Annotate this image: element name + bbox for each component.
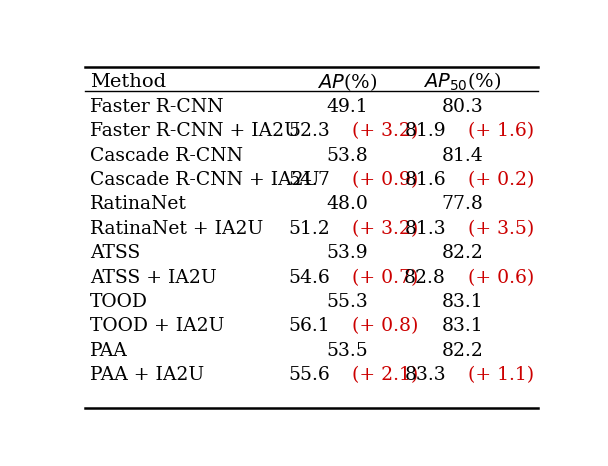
Text: 83.3: 83.3 [404, 366, 446, 384]
Text: Method: Method [90, 73, 166, 91]
Text: 81.4: 81.4 [441, 147, 483, 164]
Text: (+ 0.9): (+ 0.9) [353, 171, 419, 189]
Text: 52.3: 52.3 [289, 122, 331, 140]
Text: 53.9: 53.9 [326, 244, 368, 262]
Text: TOOD: TOOD [90, 293, 148, 311]
Text: (+ 3.2): (+ 3.2) [353, 220, 419, 238]
Text: $AP$(%): $AP$(%) [317, 71, 377, 93]
Text: 54.7: 54.7 [289, 171, 331, 189]
Text: (+ 2.1): (+ 2.1) [353, 366, 419, 384]
Text: 81.3: 81.3 [404, 220, 446, 238]
Text: 54.6: 54.6 [289, 269, 331, 287]
Text: 77.8: 77.8 [441, 195, 483, 213]
Text: (+ 3.5): (+ 3.5) [468, 220, 534, 238]
Text: ATSS + IA2U: ATSS + IA2U [90, 269, 217, 287]
Text: (+ 1.1): (+ 1.1) [468, 366, 534, 384]
Text: 53.8: 53.8 [326, 147, 368, 164]
Text: (+ 0.8): (+ 0.8) [353, 317, 419, 336]
Text: Cascade R-CNN: Cascade R-CNN [90, 147, 243, 164]
Text: 48.0: 48.0 [326, 195, 368, 213]
Text: 83.1: 83.1 [441, 293, 483, 311]
Text: 53.5: 53.5 [326, 342, 368, 360]
Text: (+ 0.2): (+ 0.2) [468, 171, 534, 189]
Text: 49.1: 49.1 [326, 98, 368, 116]
Text: RatinaNet: RatinaNet [90, 195, 187, 213]
Text: (+ 0.6): (+ 0.6) [468, 269, 534, 287]
Text: Cascade R-CNN + IA2U: Cascade R-CNN + IA2U [90, 171, 320, 189]
Text: 56.1: 56.1 [289, 317, 331, 336]
Text: ATSS: ATSS [90, 244, 140, 262]
Text: 82.2: 82.2 [441, 244, 483, 262]
Text: 82.2: 82.2 [441, 342, 483, 360]
Text: Faster R-CNN + IA2U: Faster R-CNN + IA2U [90, 122, 300, 140]
Text: 81.9: 81.9 [404, 122, 446, 140]
Text: 80.3: 80.3 [441, 98, 483, 116]
Text: (+ 3.2): (+ 3.2) [353, 122, 419, 140]
Text: PAA: PAA [90, 342, 128, 360]
Text: TOOD + IA2U: TOOD + IA2U [90, 317, 224, 336]
Text: 55.6: 55.6 [289, 366, 331, 384]
Text: Faster R-CNN: Faster R-CNN [90, 98, 224, 116]
Text: 51.2: 51.2 [289, 220, 331, 238]
Text: $AP_{50}$(%): $AP_{50}$(%) [423, 71, 502, 93]
Text: PAA + IA2U: PAA + IA2U [90, 366, 204, 384]
Text: (+ 1.6): (+ 1.6) [468, 122, 534, 140]
Text: 55.3: 55.3 [326, 293, 368, 311]
Text: (+ 0.7): (+ 0.7) [353, 269, 419, 287]
Text: RatinaNet + IA2U: RatinaNet + IA2U [90, 220, 263, 238]
Text: 82.8: 82.8 [404, 269, 446, 287]
Text: 83.1: 83.1 [441, 317, 483, 336]
Text: 81.6: 81.6 [404, 171, 446, 189]
